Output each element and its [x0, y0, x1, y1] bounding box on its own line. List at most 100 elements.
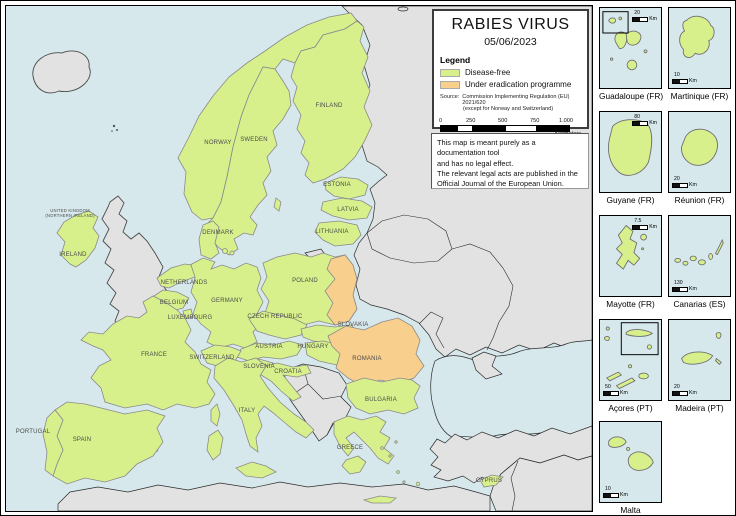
scalebar-tick-250: 250 — [466, 118, 476, 124]
reunion-map — [681, 128, 718, 166]
country-bulgaria — [345, 377, 421, 415]
malta-map — [608, 436, 654, 471]
inset-scalebar — [632, 16, 649, 22]
country-label-belgium: BELGIUM — [160, 300, 188, 306]
inset-mayotte: 7.5 Km Mayotte (FR) — [599, 215, 662, 309]
country-label-latvia: LATVIA — [337, 207, 358, 213]
crimea — [471, 351, 503, 380]
country-label-bulgaria: BULGARIA — [365, 397, 397, 403]
country-label-hungary: HUNGARY — [297, 344, 328, 350]
country-label-austria: AUSTRIA — [255, 344, 282, 350]
country-spain — [52, 401, 166, 485]
country-label-netherlands: NETHERLANDS — [161, 280, 208, 286]
inset-mayotte-box: 7.5 Km — [599, 215, 662, 297]
country-luxembourg — [182, 308, 194, 320]
legend-label-disease-free: Disease-free — [465, 68, 511, 77]
inset-scalebar — [632, 224, 649, 230]
ukraine-border — [451, 243, 514, 351]
country-italy — [213, 357, 315, 453]
country-greece — [333, 415, 395, 465]
inset-madeira-box: 20 Km — [668, 319, 731, 401]
madeira-map — [681, 332, 722, 365]
legend-row-eradication: Under eradication programme — [440, 80, 581, 89]
inset-madeira-label: Madeira (PT) — [675, 403, 724, 413]
inset-scalebar — [672, 390, 688, 396]
country-label-ireland: IRELAND — [59, 252, 87, 258]
map-date: 05/06/2023 — [484, 36, 537, 48]
inset-reunion-box: 20 Km — [668, 111, 731, 193]
country-romania-eradication — [327, 317, 425, 387]
inset-guyane-box: 80 Km — [599, 111, 662, 193]
region-poland-east-eradication — [324, 254, 358, 326]
country-netherlands — [156, 263, 196, 289]
arctic-islet — [397, 6, 409, 12]
country-cyprus — [479, 474, 504, 488]
country-label-norway: NORWAY — [204, 140, 231, 146]
source-label: Source: — [440, 94, 460, 100]
title-box: RABIES VIRUS 05/06/2023 Legend Disease-f… — [432, 9, 589, 137]
inset-reunion: 20 Km Réunion (FR) — [668, 111, 731, 205]
martinique-map — [679, 15, 715, 58]
country-label-finland: FINLAND — [315, 103, 343, 109]
inset-martinique-scale: 10 Km — [672, 72, 697, 84]
inset-martinique: 10 Km Martinique (FR) — [668, 7, 731, 101]
guadeloupe-map — [602, 11, 648, 71]
mayotte-map — [615, 224, 647, 270]
country-denmark — [198, 220, 220, 260]
country-label-romania: ROMANIA — [352, 356, 381, 362]
denmark-island-2 — [229, 250, 235, 256]
scalebar-tick-0: 0 — [439, 118, 443, 124]
legend-swatch-disease-free — [440, 68, 460, 77]
moldova-border — [418, 311, 445, 349]
inset-scalebar — [603, 492, 619, 498]
syria-border — [510, 460, 519, 511]
country-sweden — [204, 66, 292, 256]
inset-guyane-scale: 80 Km — [632, 114, 657, 126]
country-label-luxembourg: LUXEMBOURG — [168, 315, 213, 321]
country-label-sweden: SWEDEN — [240, 137, 268, 143]
inset-scalebar — [672, 78, 688, 84]
inset-azores: 50 Km Açores (PT) — [599, 319, 662, 413]
country-label-france: FRANCE — [141, 352, 167, 358]
middle-east — [489, 454, 592, 511]
country-estonia — [324, 176, 369, 200]
inset-guyane: 80 Km Guyane (FR) — [599, 111, 662, 205]
inset-scalebar — [603, 390, 619, 396]
country-label-cyprus: CYPRUS — [476, 478, 502, 484]
inset-malta: 10 Km Malta — [599, 421, 662, 515]
island-sardinia — [206, 429, 224, 461]
inset-azores-box: 50 Km — [599, 319, 662, 401]
inset-reunion-label: Réunion (FR) — [674, 195, 725, 205]
inset-madeira-scale: 20 Km — [672, 384, 697, 396]
azores-map — [604, 322, 659, 390]
north-africa — [57, 481, 491, 511]
europe-map-svg: UNITED KINGDOM (NORTHERN IRELAND) IRELAN… — [16, 6, 592, 511]
legend-heading: Legend — [440, 55, 471, 65]
country-ireland — [56, 210, 100, 268]
country-label-germany: GERMANY — [211, 298, 243, 304]
disclaimer-line-1: This map is meant purely as a documentat… — [437, 138, 536, 158]
iceland — [32, 50, 91, 94]
inset-canarias: 130 Km Canarias (ES) — [668, 215, 731, 309]
country-label-czech-republic: CZECH REPUBLIC — [247, 314, 303, 320]
disclaimer-box: This map is meant purely as a documentat… — [431, 133, 589, 189]
inset-scalebar — [672, 286, 688, 292]
disclaimer-line-3: The relevant legal acts are published in… — [437, 169, 578, 179]
inset-malta-scale: 10 Km — [603, 486, 628, 498]
inset-guadeloupe-label: Guadaloupe (FR) — [599, 91, 664, 101]
greece-peloponnese — [341, 455, 367, 475]
inset-martinique-box: 10 Km — [668, 7, 731, 89]
inset-canarias-scale: 130 Km — [672, 280, 697, 292]
legend-row-disease-free: Disease-free — [440, 68, 581, 77]
scalebar-tick-750: 750 — [530, 118, 540, 124]
aegean-islands — [380, 440, 421, 487]
country-austria — [236, 340, 304, 362]
inset-malta-label: Malta — [620, 505, 641, 515]
country-portugal — [42, 409, 64, 477]
inset-scalebar — [632, 120, 649, 126]
country-label-slovakia: SLOVAKIA — [338, 322, 369, 328]
country-lithuania — [314, 220, 362, 247]
country-label-uk-line2: (NORTHERN IRELAND) — [45, 213, 95, 218]
inset-canarias-box: 130 Km — [668, 215, 731, 297]
source-exception: (except for Norway and Switzerland) — [463, 106, 554, 112]
